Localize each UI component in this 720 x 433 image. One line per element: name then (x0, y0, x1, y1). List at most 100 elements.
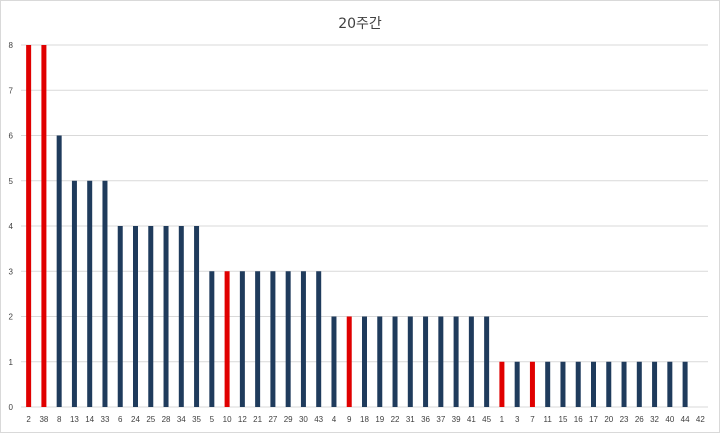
x-tick-label: 41 (467, 415, 476, 424)
x-tick-label: 42 (696, 415, 705, 424)
x-tick-label: 40 (665, 415, 674, 424)
x-tick-label: 5 (210, 415, 215, 424)
bar-30 (300, 271, 306, 407)
bar-21 (255, 271, 261, 407)
bar-15 (560, 361, 566, 407)
bar-26 (636, 361, 642, 407)
bar-43 (316, 271, 322, 407)
bar-11 (545, 361, 551, 407)
x-tick-label: 32 (650, 415, 659, 424)
x-tick-label: 23 (620, 415, 629, 424)
bar-17 (591, 361, 596, 407)
x-tick-label: 33 (101, 415, 110, 424)
bar-7 (529, 361, 535, 407)
x-tick-label: 16 (574, 415, 583, 424)
bar-38 (41, 45, 47, 407)
x-tick-label: 13 (70, 415, 79, 424)
bar-25 (148, 226, 154, 407)
bar-35 (194, 226, 200, 407)
bar-4 (331, 316, 337, 407)
x-tick-label: 36 (421, 415, 430, 424)
bar-37 (438, 316, 444, 407)
y-tick-label: 5 (9, 177, 14, 186)
y-tick-label: 6 (9, 132, 14, 141)
bar-27 (270, 271, 276, 407)
x-tick-label: 24 (131, 415, 140, 424)
bar-34 (178, 226, 184, 407)
bar-31 (407, 316, 413, 407)
x-tick-label: 25 (146, 415, 155, 424)
bar-32 (652, 361, 658, 407)
x-tick-label: 9 (347, 415, 352, 424)
bar-14 (87, 180, 93, 407)
x-tick-label: 45 (482, 415, 491, 424)
bar-39 (453, 316, 459, 407)
bar-23 (621, 361, 627, 407)
x-tick-label: 29 (284, 415, 293, 424)
x-tick-label: 2 (26, 415, 31, 424)
y-tick-label: 8 (9, 41, 14, 50)
bar-16 (575, 361, 581, 407)
chart-title: 20주간 (338, 16, 382, 32)
x-tick-label: 11 (544, 415, 553, 424)
x-tick-label: 7 (530, 415, 535, 424)
bar-18 (362, 316, 367, 407)
x-tick-label: 18 (360, 415, 369, 424)
bar-40 (667, 361, 673, 407)
bar-20 (606, 361, 612, 407)
bar-3 (514, 361, 520, 407)
y-tick-label: 2 (9, 313, 14, 322)
x-tick-label: 3 (515, 415, 520, 424)
y-tick-label: 4 (9, 222, 14, 231)
x-tick-label: 26 (635, 415, 644, 424)
x-tick-label: 27 (268, 415, 277, 424)
bar-29 (285, 271, 291, 407)
bar-33 (102, 180, 108, 407)
x-tick-label: 30 (299, 415, 308, 424)
x-tick-label: 6 (118, 415, 123, 424)
y-tick-label: 1 (9, 358, 14, 367)
bar-13 (71, 180, 77, 407)
bar-28 (163, 226, 169, 407)
x-tick-label: 14 (85, 415, 94, 424)
x-tick-label: 21 (253, 415, 262, 424)
x-tick-label: 44 (681, 415, 690, 424)
bar-8 (56, 135, 62, 407)
bar-6 (117, 226, 123, 407)
x-tick-label: 4 (332, 415, 337, 424)
x-tick-label: 38 (39, 415, 48, 424)
bar-44 (682, 361, 688, 407)
bar-24 (133, 226, 138, 407)
x-tick-label: 20 (604, 415, 613, 424)
bar-10 (224, 271, 230, 407)
x-tick-label: 28 (162, 415, 171, 424)
x-tick-label: 37 (436, 415, 445, 424)
x-tick-label: 1 (500, 415, 505, 424)
bar-45 (484, 316, 490, 407)
x-tick-label: 15 (559, 415, 568, 424)
bar-22 (392, 316, 398, 407)
bar-12 (239, 271, 245, 407)
y-tick-label: 3 (9, 267, 14, 276)
bar-19 (377, 316, 383, 407)
bar-9 (346, 316, 352, 407)
y-tick-label: 0 (9, 403, 14, 412)
x-tick-label: 35 (192, 415, 201, 424)
x-tick-label: 8 (57, 415, 62, 424)
y-tick-label: 7 (9, 86, 14, 95)
bar-2 (26, 45, 32, 407)
bar-1 (499, 361, 505, 407)
x-tick-label: 22 (391, 415, 400, 424)
x-tick-label: 39 (452, 415, 461, 424)
bar-41 (468, 316, 474, 407)
x-tick-label: 17 (589, 415, 598, 424)
x-tick-label: 10 (223, 415, 232, 424)
bar-5 (209, 271, 215, 407)
x-tick-label: 19 (375, 415, 384, 424)
bar-36 (423, 316, 429, 407)
x-tick-label: 31 (406, 415, 415, 424)
x-tick-label: 12 (238, 415, 247, 424)
x-tick-label: 43 (314, 415, 323, 424)
x-tick-label: 34 (177, 415, 186, 424)
